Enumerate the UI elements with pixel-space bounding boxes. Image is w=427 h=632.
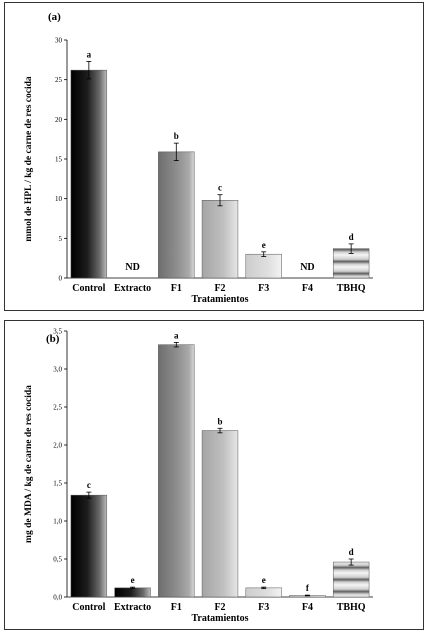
significance-label: f [306,583,310,593]
y-axis-label: mmol de HPL / kg de carne de res cocida [24,76,34,242]
x-axis-label: Tratamientos [191,613,248,624]
bar-control [70,69,108,279]
nd-label: ND [300,262,314,273]
y-tick-label: 1,0 [53,518,62,526]
x-category-label: Control [72,283,105,294]
y-tick-label: 2,0 [53,442,62,450]
x-category-label: F1 [171,602,182,613]
significance-label: e [262,240,266,250]
x-category-label: F2 [214,602,225,613]
panel-label-a: (a) [48,11,61,23]
x-category-label: Extracto [114,602,151,613]
chart-panel-b: (b) 0,0 0,5 1,0 1,5 2,0 2,5 3,0 3,5 mg de MDA / k… [4,320,424,630]
x-axis-label: Tratamientos [191,294,248,305]
y-tick-label: 0,0 [53,594,62,602]
y-tick-label: 0,5 [53,556,62,564]
x-category-label: F4 [302,602,313,613]
x-category-label: F3 [258,602,269,613]
y-tick-label: 10 [55,195,63,203]
bar-extracto [114,587,151,598]
y-tick-label: 5 [59,235,63,243]
y-tick-label: 2,5 [53,404,62,412]
y-tick-label: 3,5 [53,328,62,336]
significance-label: e [262,575,266,585]
bar-control [70,494,108,598]
bar-f3 [245,253,282,279]
bar-f1 [158,151,195,279]
bar-f2 [201,200,239,279]
panel-label-b: (b) [46,333,60,345]
bar-f2 [201,430,239,598]
y-tick-label: 3,0 [53,366,62,374]
chart-panel-a: (a) 0 5 10 15 20 25 30 mmol de HPL / kg de carne… [4,2,424,311]
y-tick-label: 25 [55,76,63,84]
significance-label: d [349,547,354,557]
y-axis-label: mg de MDA / kg de carne de res cocida [24,385,34,543]
significance-label: e [131,575,135,585]
significance-label: c [87,480,91,490]
significance-label: c [218,183,222,193]
significance-label: b [217,416,222,426]
x-category-label: Extracto [114,283,151,294]
y-tick-label: 20 [55,116,63,124]
y-tick-label: 15 [55,156,63,164]
bar-f1 [158,344,195,598]
y-tick-label: 30 [55,37,63,45]
bar-tbhq [332,248,370,279]
x-category-label: F3 [258,283,269,294]
y-tick-label: 1,5 [53,480,62,488]
significance-label: b [174,131,179,141]
x-category-label: TBHQ [337,602,366,613]
bar-f3 [245,587,282,598]
nd-label: ND [125,262,139,273]
x-category-label: F1 [171,283,182,294]
significance-label: a [174,330,179,340]
significance-label: a [87,49,92,59]
significance-label: d [349,232,354,242]
chart-b-svg: (b) 0,0 0,5 1,0 1,5 2,0 2,5 3,0 3,5 mg de MDA / k… [24,328,373,624]
x-category-label: F2 [214,283,225,294]
y-tick-label: 0 [59,275,63,283]
x-category-label: TBHQ [337,283,366,294]
chart-a-svg: (a) 0 5 10 15 20 25 30 mmol de HPL / kg de carne… [24,11,373,305]
bar-tbhq [332,561,370,598]
x-category-label: F4 [302,283,313,294]
x-category-label: Control [72,602,105,613]
